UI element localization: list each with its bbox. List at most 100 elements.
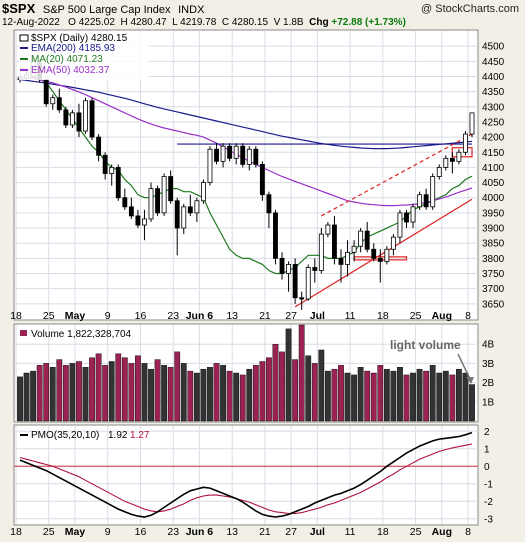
candle-body (96, 136, 102, 156)
y-tick-label: 3900 (482, 224, 505, 235)
candle-body (286, 264, 292, 274)
candle-body (423, 194, 429, 208)
volume-bar (324, 370, 331, 422)
candle-body (122, 197, 128, 208)
y-tick-label: 3650 (482, 299, 505, 310)
x-tick-label: 11 (345, 526, 356, 538)
x-tick-label: 21 (259, 310, 271, 322)
legend-price: $SPX (Daily) 4280.15 (31, 33, 128, 44)
pmo-panel (13, 424, 479, 526)
volume-bar (364, 370, 371, 422)
volume-bars (17, 324, 475, 422)
ma20-line (19, 66, 473, 275)
volume-bar (102, 365, 109, 422)
candle-body (194, 200, 200, 214)
candle-body (259, 163, 265, 196)
candle-body (168, 176, 174, 202)
annotation-light-volume: light volume (390, 338, 461, 352)
open-value: O 4225.02 (68, 17, 115, 28)
volume-bar (62, 365, 69, 422)
volume-bar (311, 363, 318, 422)
volume-bar (377, 365, 384, 422)
volume-bar (383, 368, 390, 422)
candle-body (351, 245, 357, 253)
volume-bar (30, 370, 36, 422)
volume-bar (49, 367, 56, 422)
volume-bar (410, 372, 416, 422)
x-tick-label: Jul (310, 526, 325, 538)
y-tick-label: 4000 (482, 193, 505, 204)
candle-body (43, 79, 49, 105)
candle-body (155, 188, 160, 214)
y-tick-label: 3700 (482, 284, 505, 295)
candle-body (377, 257, 383, 262)
legend-pmo: PMO(35,20,10) (31, 430, 99, 441)
legend-ema200: EMA(200) 4185.93 (31, 43, 115, 54)
chart-header: $SPX S&P 500 Large Cap Index INDX @ Stoc… (0, 0, 525, 30)
legend-swatch-volume (20, 330, 27, 336)
x-tick-label: 21 (259, 526, 271, 538)
x-tick-label: 11 (345, 310, 356, 322)
candle-body (305, 267, 311, 300)
x-tick-label: 25 (43, 526, 55, 538)
candle-body (76, 112, 82, 132)
y-tick-label: 4400 (482, 72, 505, 83)
volume-bar (141, 363, 148, 422)
y-tick-label: 4150 (482, 148, 505, 159)
candle-body (390, 236, 396, 250)
volume-bar (23, 372, 30, 422)
x-tick-label: 9 (105, 526, 111, 538)
y-tick-label: 4500 (482, 42, 505, 53)
volume-bar (416, 368, 423, 422)
y-tick-label: 4350 (482, 87, 505, 98)
x-tick-label: 16 (135, 310, 147, 322)
y-tick-label: 2B (482, 378, 495, 389)
candle-body (246, 148, 252, 165)
volume-bar (252, 365, 259, 422)
candle-body (69, 112, 75, 126)
candle-body (102, 154, 108, 174)
volume-bar (43, 363, 50, 422)
chart-title: $SPX S&P 500 Large Cap Index INDX (2, 1, 204, 16)
volume-bar (318, 349, 325, 422)
x-tick-label: Aug (432, 310, 452, 322)
y-tick-label: 3950 (482, 208, 505, 219)
low-value: L 4219.78 (172, 17, 217, 28)
legend-swatch-price (19, 34, 29, 42)
candle-body (266, 194, 272, 214)
volume-bar (36, 365, 43, 422)
volume-bar (121, 357, 128, 422)
change-label: Chg (309, 17, 329, 28)
exchange: INDX (178, 4, 205, 16)
volume-bar (193, 372, 200, 422)
candle-body (142, 218, 147, 226)
volume-bar (259, 361, 266, 422)
legend-volume: Volume 1,822,328,704 (31, 329, 132, 340)
candle-body (410, 206, 416, 223)
candle-body (338, 257, 344, 265)
volume-bar (161, 365, 168, 422)
volume-bar (207, 367, 213, 422)
change-value: +72.88 (+1.73%) (331, 17, 406, 28)
x-tick-label: Jun 6 (186, 310, 214, 322)
volume-bar (128, 363, 135, 422)
volume-bar (338, 365, 344, 422)
volume-bar (442, 370, 449, 422)
candle-body (89, 100, 95, 138)
candle-body (83, 100, 88, 132)
candle-body (318, 233, 324, 271)
volume-bar (56, 359, 63, 422)
annotation-arrow (457, 353, 472, 382)
pmo-legend: PMO(35,20,10) 1.92 1.27 (20, 430, 150, 441)
date: 12-Aug-2022 (2, 17, 60, 28)
volume-bar (226, 370, 233, 422)
candle-body (299, 297, 305, 300)
volume-bar (213, 363, 220, 422)
y-axis-labels: 3650 3700 3750 3800 3850 3900 3950 4000 4050 4100… (482, 42, 505, 526)
volume-bar (292, 359, 299, 422)
y-tick-label: 3B (482, 359, 495, 370)
candle-body (436, 167, 442, 177)
candle-body (240, 145, 246, 165)
symbol-name: S&P 500 Large Cap Index (42, 4, 171, 16)
volume-bar (69, 363, 76, 422)
